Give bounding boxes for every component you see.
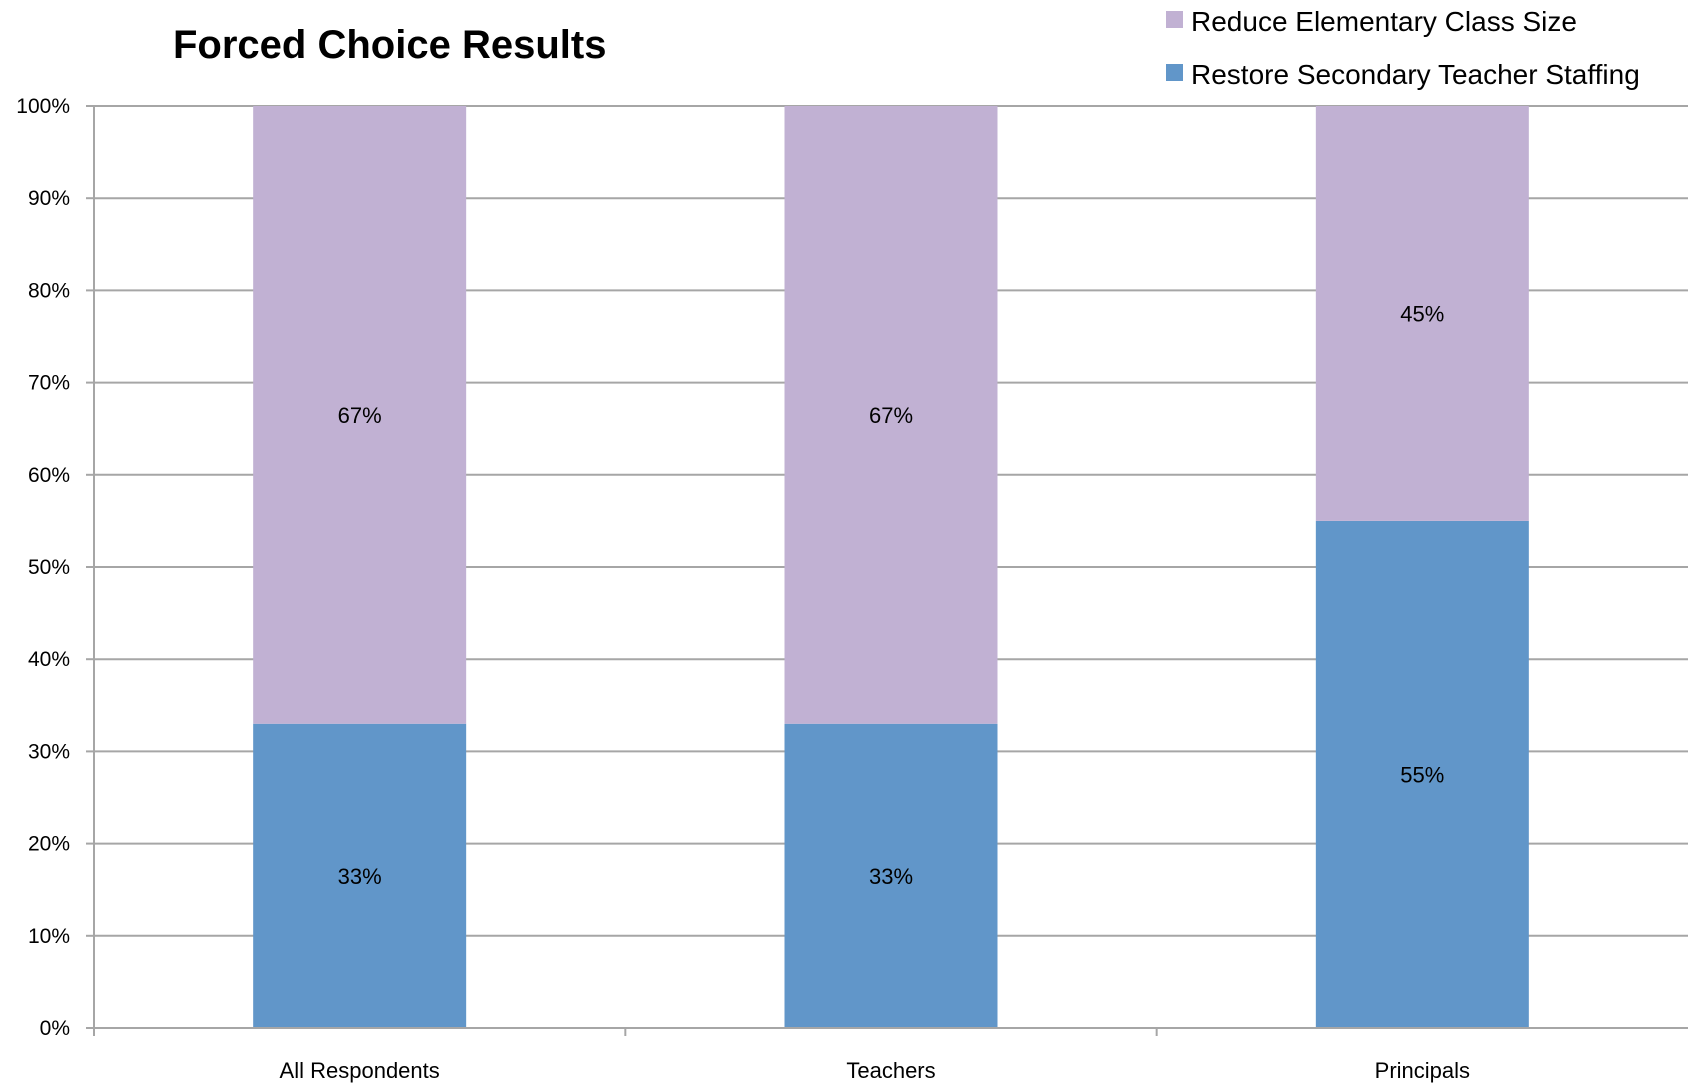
y-tick-label: 0% xyxy=(40,1017,70,1040)
legend-label: Restore Secondary Teacher Staffing xyxy=(1191,59,1640,90)
bar-segment xyxy=(1315,106,1529,521)
y-tick-label: 100% xyxy=(16,95,70,118)
data-label: 33% xyxy=(869,864,913,889)
data-label: 55% xyxy=(1400,762,1444,787)
y-tick-label: 10% xyxy=(28,925,70,948)
x-axis-categories: All Respondents Teachers Principals xyxy=(280,1058,1470,1083)
y-tick-label: 30% xyxy=(28,740,70,763)
legend-swatch xyxy=(1166,11,1183,28)
y-tick-label: 80% xyxy=(28,279,70,302)
y-axis-ticks: 0% 10% 20% 30% 40% 50% 60% 70% 80% 90% 100% xyxy=(16,95,94,1040)
legend-swatch xyxy=(1166,64,1183,81)
chart-title: Forced Choice Results xyxy=(173,23,606,67)
category-label: Principals xyxy=(1375,1058,1470,1083)
data-label: 67% xyxy=(338,403,382,428)
data-labels: 33% 67% 33% 67% 55% 45% xyxy=(338,301,1445,888)
y-tick-label: 40% xyxy=(28,648,70,671)
bar-segment xyxy=(253,723,467,1028)
category-label: Teachers xyxy=(846,1058,935,1083)
y-tick-label: 50% xyxy=(28,556,70,579)
y-tick-label: 90% xyxy=(28,187,70,210)
axes xyxy=(93,106,1688,1036)
legend-label: Reduce Elementary Class Size xyxy=(1191,6,1577,37)
legend: Reduce Elementary Class Size Restore Seco… xyxy=(1166,6,1640,90)
category-label: All Respondents xyxy=(280,1058,440,1083)
bars xyxy=(253,106,1529,1028)
data-label: 45% xyxy=(1400,301,1444,326)
data-label: 67% xyxy=(869,403,913,428)
bar-segment xyxy=(253,106,467,724)
y-tick-label: 70% xyxy=(28,372,70,395)
bar-segment xyxy=(784,106,998,724)
y-tick-label: 20% xyxy=(28,833,70,856)
y-tick-label: 60% xyxy=(28,464,70,487)
bar-segment xyxy=(784,723,998,1028)
data-label: 33% xyxy=(338,864,382,889)
bar-segment xyxy=(1315,520,1529,1028)
